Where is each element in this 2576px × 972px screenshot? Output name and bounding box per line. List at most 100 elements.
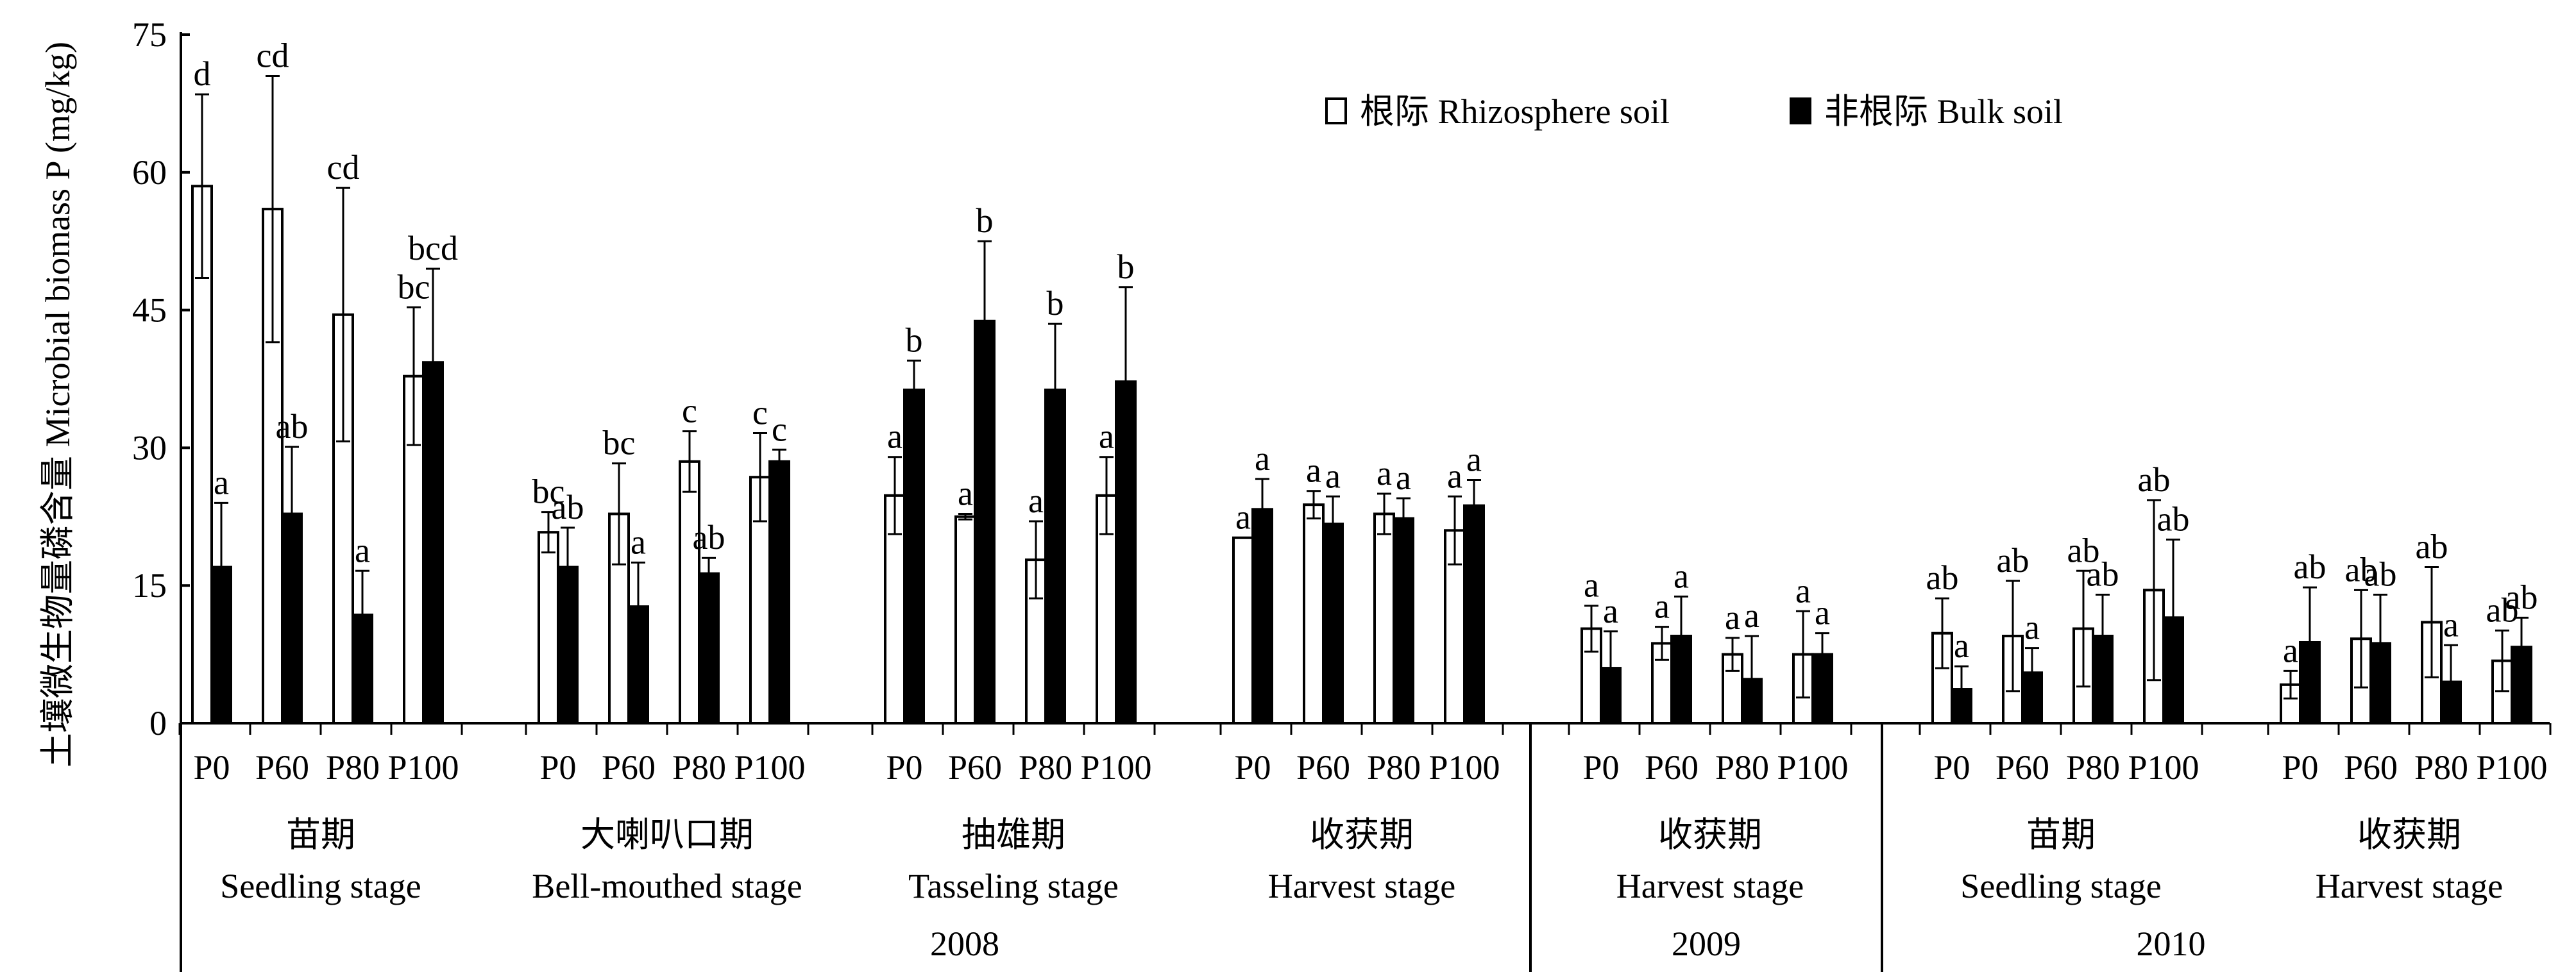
significance-letter: a [1377, 454, 1392, 492]
significance-letter: ab [276, 407, 309, 446]
stage-label-en: Bell-mouthed stage [532, 867, 802, 905]
significance-letter: a [1028, 482, 1044, 520]
significance-letter: a [1654, 587, 1670, 626]
stage-label-en: Seedling stage [1960, 867, 2161, 905]
category-label: P80 [2414, 748, 2468, 787]
bar-bulk [2511, 646, 2532, 725]
significance-letter: ab [1926, 558, 1959, 597]
significance-letter: ab [2505, 578, 2538, 616]
significance-letter: b [906, 321, 923, 359]
significance-letter: bc [603, 424, 636, 462]
category-label: P60 [1296, 748, 1350, 787]
significance-letter: ab [2364, 555, 2397, 594]
significance-letter: a [1255, 439, 1270, 478]
significance-letter: a [1603, 592, 1618, 630]
significance-letter: a [1466, 440, 1482, 479]
stage-label-en: Harvest stage [1616, 867, 1804, 905]
bar-rhizosphere [1373, 512, 1395, 725]
significance-letter: c [752, 393, 768, 432]
significance-letter: a [2283, 631, 2298, 669]
y-tick-label: 45 [132, 291, 167, 330]
category-label: P60 [1645, 748, 1699, 787]
stage-label-cn: 收获期 [1310, 816, 1414, 854]
y-axis-title: 土壤微生物量磷含量 Microbial biomass P (mg/kg) [38, 42, 77, 767]
stage-label-en: Harvest stage [2316, 867, 2503, 905]
significance-letter: a [1447, 457, 1462, 495]
stage-label-cn: 苗期 [286, 816, 355, 854]
bar-bulk [1251, 508, 1273, 725]
significance-letter: a [1954, 626, 1969, 665]
significance-letter: ab [2138, 460, 2171, 499]
significance-letter: a [1396, 458, 1411, 497]
bar-rhizosphere [538, 531, 559, 725]
year-label: 2009 [1672, 925, 1741, 963]
stage-label-en: Tasseling stage [908, 867, 1119, 905]
significance-letter: ab [552, 488, 584, 526]
significance-letter: a [887, 417, 902, 456]
significance-letter: a [2024, 608, 2040, 647]
bar-bulk [627, 605, 649, 725]
category-label: P60 [2344, 748, 2398, 787]
category-label: P100 [1080, 748, 1151, 787]
category-label: P100 [387, 748, 459, 787]
significance-letter: ab [2067, 531, 2100, 569]
significance-letter: d [194, 54, 211, 93]
category-label: P0 [539, 748, 576, 787]
category-label: P0 [886, 748, 922, 787]
significance-letter: ab [2157, 500, 2190, 539]
stage-label-cn: 收获期 [2357, 816, 2461, 854]
significance-letter: ab [2294, 548, 2326, 586]
significance-letter: cd [257, 36, 289, 74]
category-label: P100 [734, 748, 805, 787]
year-label: 2008 [930, 925, 999, 963]
significance-letter: a [1325, 457, 1341, 495]
category-label: P100 [2476, 748, 2547, 787]
bar-rhizosphere [1303, 503, 1325, 725]
legend: 根际 Rhizosphere soil 非根际 Bulk soil [1325, 92, 2063, 131]
legend-swatch-bulk [1790, 97, 1811, 124]
category-label: P0 [1933, 748, 1970, 787]
legend-swatch-rhizosphere [1325, 97, 1347, 124]
y-tick-label: 0 [149, 704, 167, 742]
bar-bulk [1393, 517, 1414, 725]
bar-bulk [1115, 380, 1137, 725]
significance-letter: c [682, 392, 697, 430]
bar-bulk [1322, 523, 1344, 725]
category-label: P0 [193, 748, 230, 787]
significance-letter: bc [532, 473, 565, 511]
significance-letter: bc [398, 267, 430, 306]
bar-bulk [903, 389, 925, 725]
significance-letter: a [1725, 598, 1740, 637]
category-label: P60 [948, 748, 1002, 787]
category-label: P80 [2066, 748, 2120, 787]
y-tick-label: 30 [132, 428, 167, 467]
significance-letter: a [1099, 417, 1114, 456]
y-tick-label: 60 [132, 153, 167, 192]
category-label: P60 [1996, 748, 2049, 787]
significance-letter: b [1117, 247, 1135, 286]
bar-bulk [698, 572, 720, 725]
stage-label-cn: 抽雄期 [962, 816, 1065, 854]
category-label: P0 [2282, 748, 2318, 787]
y-tick-label: 15 [132, 566, 167, 605]
stage-label-en: Seedling stage [220, 867, 421, 905]
significance-letter: a [1744, 596, 1759, 635]
significance-letter: bcd [408, 229, 458, 267]
bar-bulk [1463, 504, 1485, 725]
year-label: 2010 [2137, 925, 2206, 963]
bar-rhizosphere [954, 515, 976, 725]
stage-label-cn: 大喇叭口期 [580, 816, 754, 854]
significance-letter: ab [2087, 555, 2119, 594]
legend-label-rhizosphere: 根际 Rhizosphere soil [1360, 92, 1670, 131]
significance-letter: ab [2416, 528, 2448, 566]
category-label: P80 [672, 748, 726, 787]
significance-letter: a [1306, 451, 1321, 490]
significance-letter: b [976, 201, 994, 240]
significance-letter: ab [693, 518, 725, 557]
stage-label-en: Harvest stage [1268, 867, 1455, 905]
significance-letter: a [214, 463, 229, 501]
significance-letter: a [2443, 605, 2459, 644]
significance-letter: a [1815, 594, 1830, 632]
